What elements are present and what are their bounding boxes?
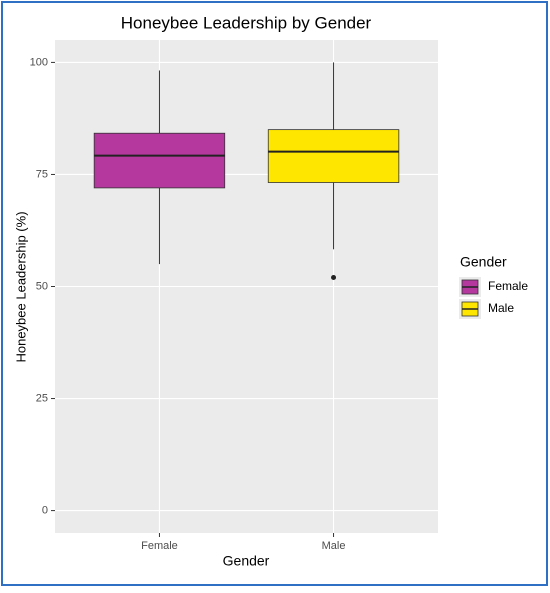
legend-title: Gender	[460, 254, 507, 270]
outlier	[331, 275, 337, 281]
legend-label: Male	[488, 301, 514, 315]
y-tick-label: 25	[36, 392, 48, 404]
x-tick-label: Male	[322, 540, 346, 552]
y-axis-label: Honeybee Leadership (%)	[13, 211, 28, 362]
legend-label: Female	[488, 279, 528, 293]
y-tick-label: 0	[42, 504, 48, 516]
box	[267, 129, 400, 183]
y-tick-label: 75	[36, 168, 48, 180]
x-axis-label: Gender	[223, 553, 270, 569]
chart-title: Honeybee Leadership by Gender	[121, 13, 372, 32]
x-tick-label: Female	[141, 540, 178, 552]
y-tick-label: 50	[36, 280, 48, 292]
y-tick-label: 100	[30, 56, 48, 68]
box	[93, 132, 226, 189]
